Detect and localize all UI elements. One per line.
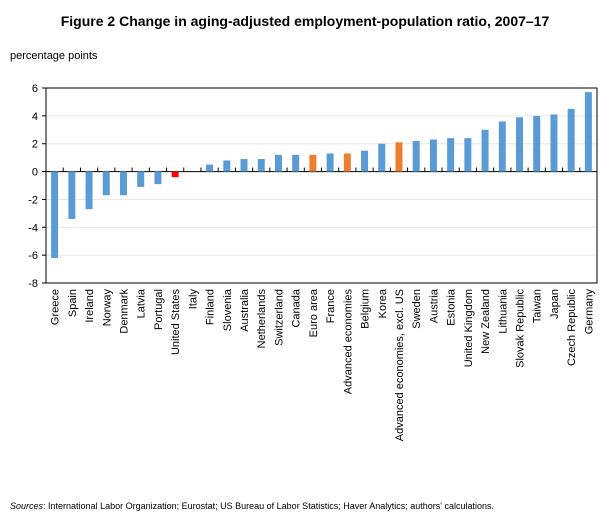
x-tick-label: Belgium <box>360 289 372 329</box>
bar-czech-republic <box>567 108 575 172</box>
bar-netherlands <box>257 159 265 172</box>
x-tick-label: Ireland <box>84 289 96 323</box>
bar-finland <box>206 164 214 172</box>
bar-sweden <box>412 140 420 172</box>
bar-japan <box>550 114 558 172</box>
bar-greece <box>51 171 59 258</box>
bar-portugal <box>154 171 162 185</box>
y-tick-label: -4 <box>28 222 38 234</box>
bar-korea <box>378 143 386 172</box>
y-tick-label: 4 <box>32 111 38 123</box>
x-tick-label: Austria <box>428 288 440 323</box>
x-tick-label: Korea <box>377 288 389 318</box>
bar-euro-area <box>309 154 317 172</box>
bar-lithuania <box>498 121 506 172</box>
bar-germany <box>584 92 592 172</box>
x-tick-label: Australia <box>239 288 251 332</box>
x-tick-label: Finland <box>205 289 217 325</box>
x-tick-label: United Kingdom <box>463 289 475 367</box>
y-tick-label: 6 <box>32 83 38 95</box>
y-tick-label: -2 <box>28 194 38 206</box>
x-tick-label: Latvia <box>136 288 148 318</box>
bar-switzerland <box>274 154 282 172</box>
x-tick-label: Netherlands <box>256 289 268 349</box>
x-tick-label: Spain <box>67 289 79 317</box>
bar-slovenia <box>223 160 231 172</box>
x-tick-label: Canada <box>291 288 303 327</box>
bar-australia <box>240 159 248 172</box>
bar-austria <box>429 139 437 172</box>
x-tick-label: Slovenia <box>222 288 234 331</box>
sources-text: : International Labor Organization; Euro… <box>43 501 494 511</box>
sources-note: Sources: International Labor Organizatio… <box>10 501 494 511</box>
x-tick-label: Taiwan <box>532 289 544 323</box>
x-tick-label: Sweden <box>411 289 423 329</box>
bar-estonia <box>447 138 455 172</box>
x-tick-label: Estonia <box>446 288 458 326</box>
bar-latvia <box>137 171 145 187</box>
x-tick-label: Lithuania <box>497 288 509 334</box>
x-tick-label: Czech Republic <box>566 289 578 367</box>
x-tick-label: New Zealand <box>480 289 492 354</box>
x-tick-label: Greece <box>50 289 62 325</box>
bar-france <box>326 153 334 172</box>
x-tick-label: Euro area <box>308 288 320 337</box>
chart-title: Figure 2 Change in aging-adjusted employ… <box>60 13 550 29</box>
bar-canada <box>292 154 300 172</box>
x-tick-label: Denmark <box>118 289 130 334</box>
x-tick-label: Switzerland <box>273 289 285 346</box>
x-tick-label: Italy <box>187 289 199 310</box>
x-tick-label: Norway <box>101 289 113 327</box>
bar-denmark <box>119 171 127 196</box>
sources-label: Sources <box>10 501 44 511</box>
y-tick-label: -6 <box>28 250 38 262</box>
y-tick-label: 2 <box>32 139 38 151</box>
bar-united-states <box>171 171 179 178</box>
bar-belgium <box>361 150 369 172</box>
bar-norway <box>102 171 110 196</box>
bar-advanced-economies <box>343 153 351 172</box>
y-axis-label: percentage points <box>10 50 98 62</box>
bar-spain <box>68 171 76 219</box>
y-tick-label: 0 <box>32 167 38 179</box>
bar-advanced-economies-excl-us <box>395 142 403 172</box>
bar-united-kingdom <box>464 138 472 172</box>
y-tick-label: -8 <box>28 278 38 290</box>
bar-slovak-republic <box>516 117 524 172</box>
x-tick-label: Slovak Republic <box>515 289 527 368</box>
plot-frame <box>45 87 598 284</box>
x-tick-label: Portugal <box>153 289 165 330</box>
bar-taiwan <box>533 115 541 172</box>
x-tick-label: Advanced economies <box>342 289 354 395</box>
x-tick-label: Germany <box>583 289 595 335</box>
x-tick-label: Advanced economies, excl. US <box>394 289 406 441</box>
bar-ireland <box>85 171 93 210</box>
x-tick-label: France <box>325 289 337 323</box>
x-tick-label: United States <box>170 289 182 356</box>
x-tick-label: Japan <box>549 289 561 319</box>
bar-new-zealand <box>481 129 489 172</box>
